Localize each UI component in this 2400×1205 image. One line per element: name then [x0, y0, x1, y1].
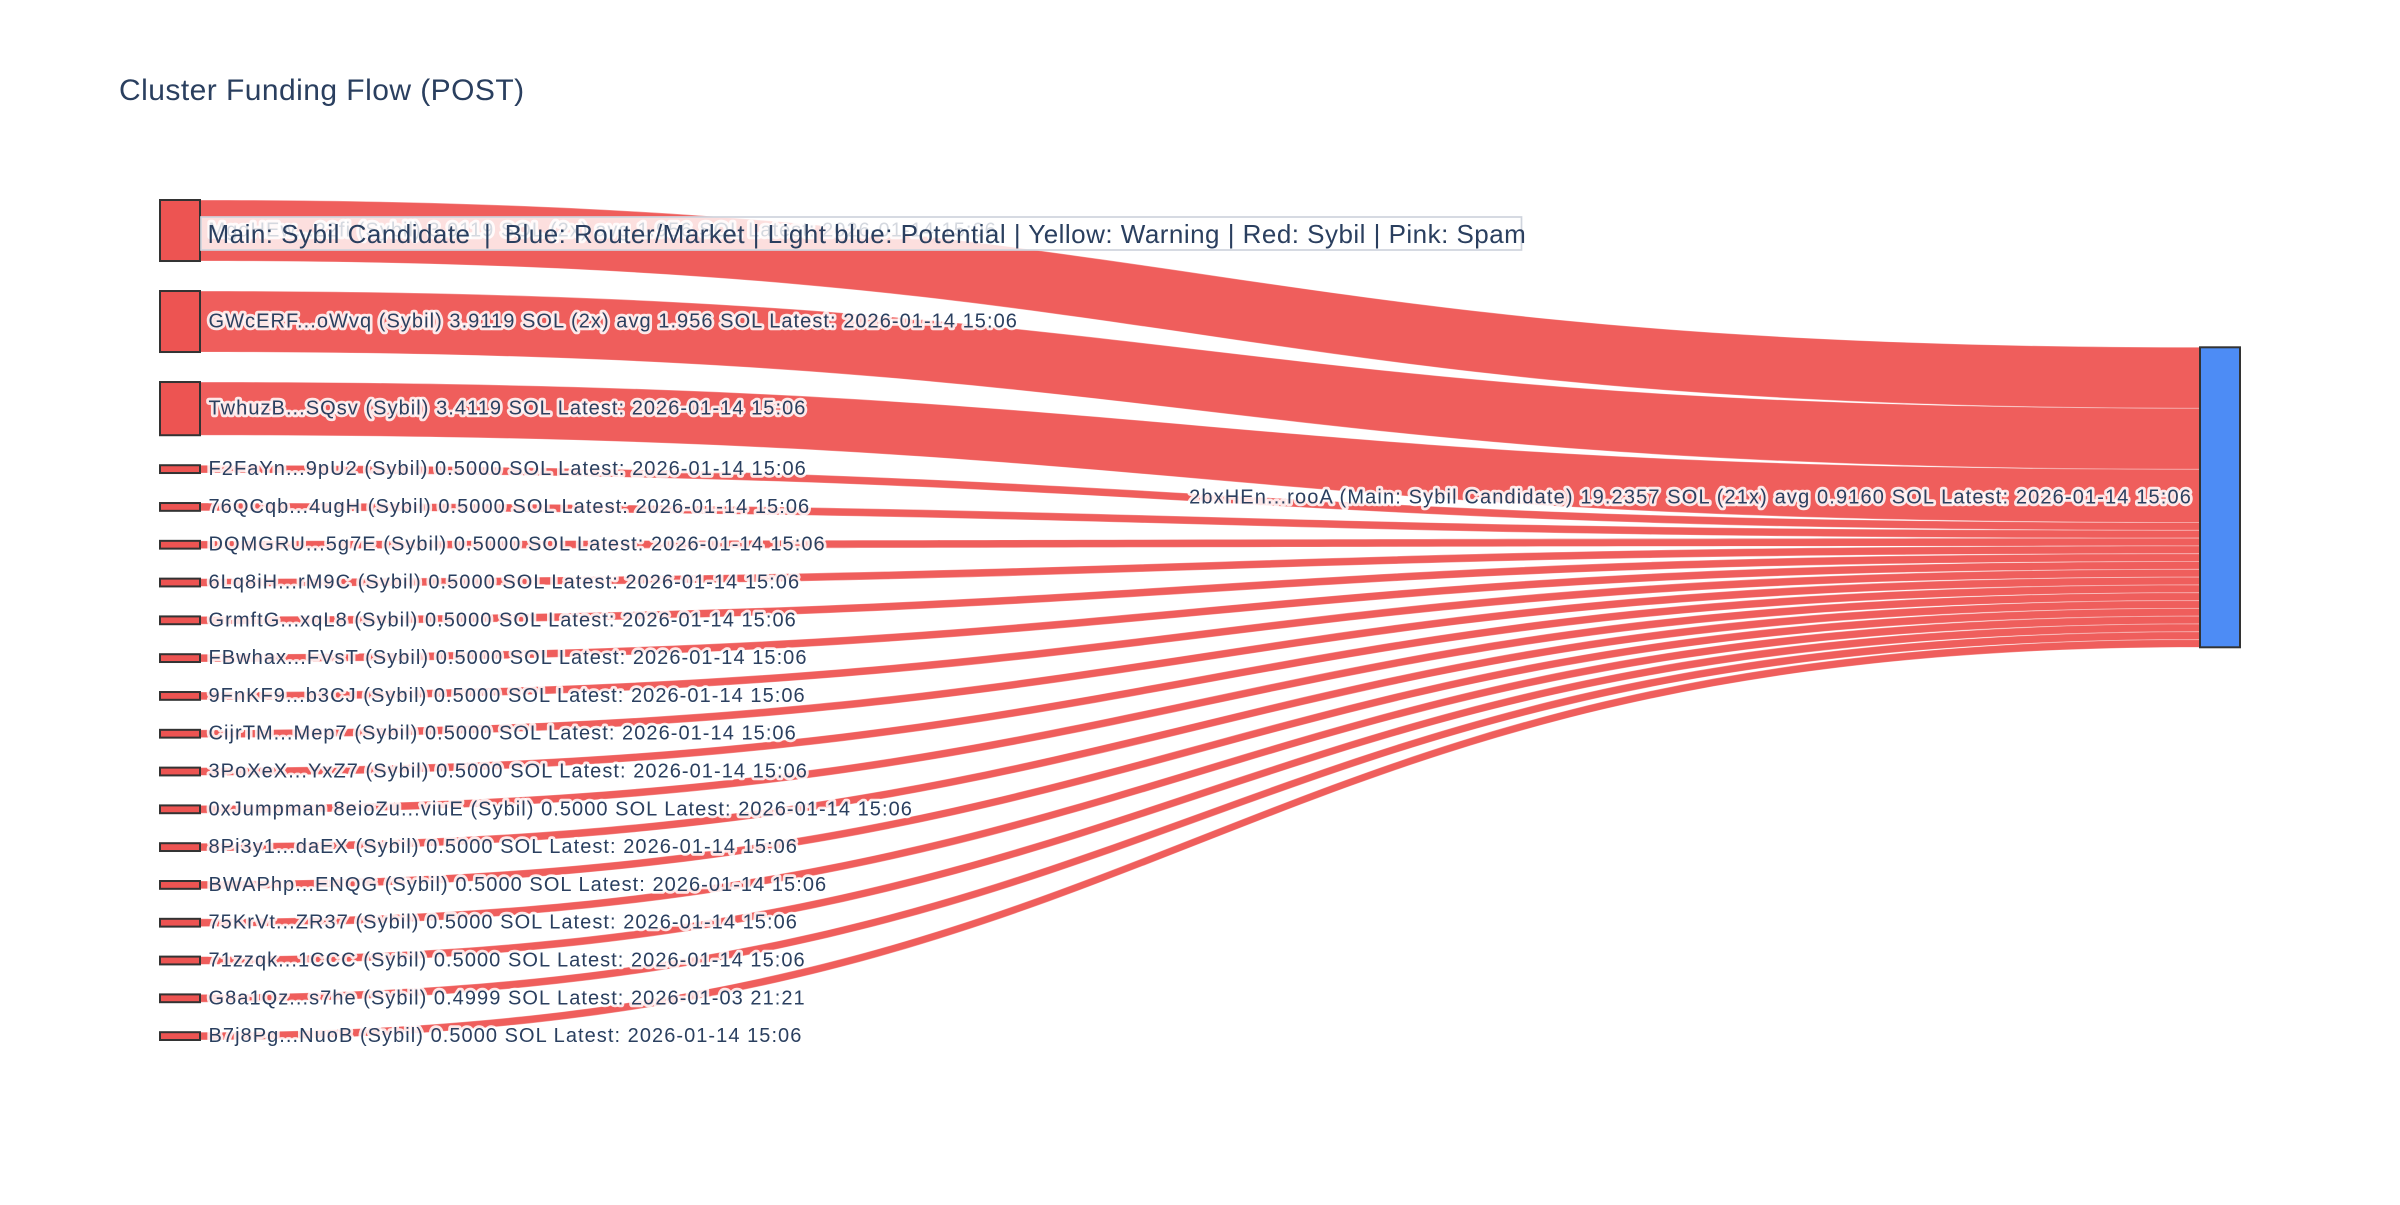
- svg-text:DQMGRU...5g7E (Sybil) 0.5000 S: DQMGRU...5g7E (Sybil) 0.5000 SOL Latest:…: [209, 534, 826, 556]
- svg-text:GrmftG...xqL8 (Sybil) 0.5000 S: GrmftG...xqL8 (Sybil) 0.5000 SOL Latest:…: [209, 609, 797, 631]
- svg-text:F2FaYn...9pU2 (Sybil) 0.5000 S: F2FaYn...9pU2 (Sybil) 0.5000 SOL Latest:…: [209, 458, 807, 480]
- svg-text:G8a1Qz...s7he (Sybil) 0.4999 S: G8a1Qz...s7he (Sybil) 0.4999 SOL Latest:…: [209, 987, 806, 1009]
- svg-text:75KrVt...ZR37 (Sybil) 0.5000 S: 75KrVt...ZR37 (Sybil) 0.5000 SOL Latest:…: [209, 912, 798, 934]
- svg-text:6Lq8iH...rM9C (Sybil) 0.5000 S: 6Lq8iH...rM9C (Sybil) 0.5000 SOL Latest:…: [209, 572, 801, 594]
- svg-text:0xJumpman 8eioZu...viuE (Sybil: 0xJumpman 8eioZu...viuE (Sybil) 0.5000 S…: [209, 798, 913, 820]
- svg-text:3PoXeX...YxZ7 (Sybil) 0.5000 S: 3PoXeX...YxZ7 (Sybil) 0.5000 SOL Latest:…: [209, 761, 808, 783]
- svg-text:CijrTM...Mep7 (Sybil) 0.5000 S: CijrTM...Mep7 (Sybil) 0.5000 SOL Latest:…: [209, 723, 797, 745]
- svg-text:8Pi3y1...daEX (Sybil) 0.5000 S: 8Pi3y1...daEX (Sybil) 0.5000 SOL Latest:…: [209, 836, 798, 858]
- svg-text:9FnKF9...b3CJ (Sybil) 0.5000 S: 9FnKF9...b3CJ (Sybil) 0.5000 SOL Latest:…: [209, 685, 806, 707]
- svg-text:FBwhax...FVsT (Sybil) 0.5000 S: FBwhax...FVsT (Sybil) 0.5000 SOL Latest:…: [209, 647, 808, 669]
- svg-text:BWAPhp...ENQG (Sybil) 0.5000 S: BWAPhp...ENQG (Sybil) 0.5000 SOL Latest:…: [209, 874, 828, 896]
- svg-text:2bxHEn...rooA (Main: Sybil Can: 2bxHEn...rooA (Main: Sybil Candidate) 19…: [1189, 486, 2192, 508]
- svg-text:GWcERF...oWvq (Sybil) 3.9119 S: GWcERF...oWvq (Sybil) 3.9119 SOL (2x) av…: [209, 311, 1018, 333]
- svg-text:B7j8Pg...NuoB (Sybil) 0.5000 S: B7j8Pg...NuoB (Sybil) 0.5000 SOL Latest:…: [209, 1025, 803, 1047]
- svg-text:TwhuzB...SQsv (Sybil) 3.4119 S: TwhuzB...SQsv (Sybil) 3.4119 SOL Latest:…: [209, 398, 807, 420]
- svg-text:71zzqk...1CCC (Sybil) 0.5000 S: 71zzqk...1CCC (Sybil) 0.5000 SOL Latest:…: [209, 950, 806, 972]
- svg-text:Cluster Funding Flow (POST): Cluster Funding Flow (POST): [119, 74, 525, 107]
- svg-text:76QCqb...4ugH (Sybil) 0.5000 S: 76QCqb...4ugH (Sybil) 0.5000 SOL Latest:…: [209, 496, 811, 518]
- svg-text:Main: Sybil Candidate | Blue:: Main: Sybil Candidate | Blue: Router/Mar…: [208, 219, 1527, 249]
